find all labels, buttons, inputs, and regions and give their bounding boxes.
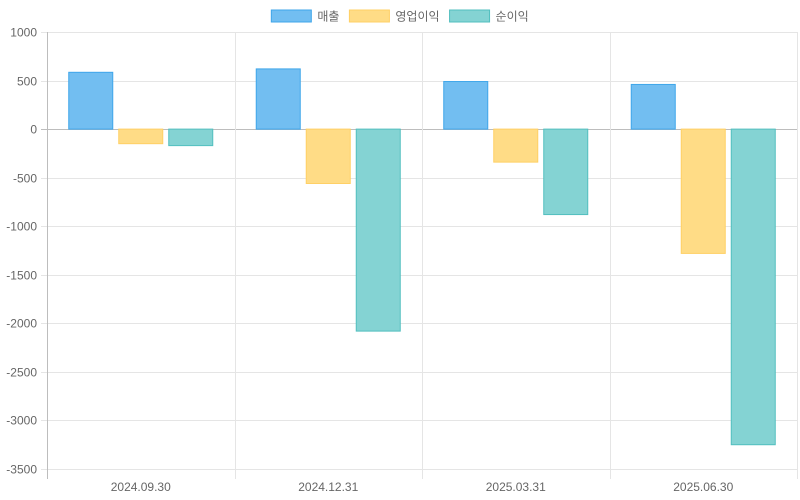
y-tick-label: 1000	[10, 26, 37, 40]
axes: 1000 500 0 -500 -1000 -1500 -2000 -2500 -3000 -35…	[6, 26, 733, 495]
legend-label: 순이익	[496, 10, 529, 24]
bar	[355, 128, 401, 332]
legend-item: 순이익	[449, 9, 529, 24]
y-tick-label: -1000	[6, 220, 37, 234]
bar	[443, 81, 489, 130]
legend-item: 매출	[270, 9, 339, 24]
y-tick-label: -2000	[6, 317, 37, 331]
legend: 매출 영업이익 순이익	[270, 9, 529, 24]
bar	[118, 128, 164, 145]
bar	[493, 128, 539, 163]
y-tick-label: -3500	[6, 463, 37, 477]
y-tick-label: -2500	[6, 366, 37, 380]
bars	[68, 68, 776, 446]
bar	[730, 128, 776, 446]
legend-swatch	[270, 9, 312, 23]
y-tick-label: 0	[30, 123, 37, 137]
y-tick-label: -1500	[6, 269, 37, 283]
x-tick-label: 2024.12.31	[298, 480, 358, 494]
legend-label: 매출	[317, 10, 339, 24]
bar	[630, 83, 676, 130]
legend-label: 영업이익	[395, 10, 439, 24]
x-tick-label: 2024.09.30	[111, 480, 171, 494]
legend-swatch	[348, 9, 390, 23]
y-tick-label: 500	[17, 75, 37, 89]
gridlines	[41, 32, 798, 479]
bar	[68, 71, 114, 130]
y-tick-label: -3000	[6, 414, 37, 428]
x-tick-label: 2025.06.30	[673, 480, 733, 494]
bar	[305, 128, 351, 184]
bar	[543, 128, 589, 216]
y-tick-label: -500	[13, 172, 37, 186]
bar	[680, 128, 726, 254]
legend-swatch	[449, 9, 491, 23]
legend-item: 영업이익	[348, 9, 440, 24]
bar	[168, 128, 214, 147]
bar	[255, 68, 301, 130]
x-tick-label: 2025.03.31	[486, 480, 546, 494]
